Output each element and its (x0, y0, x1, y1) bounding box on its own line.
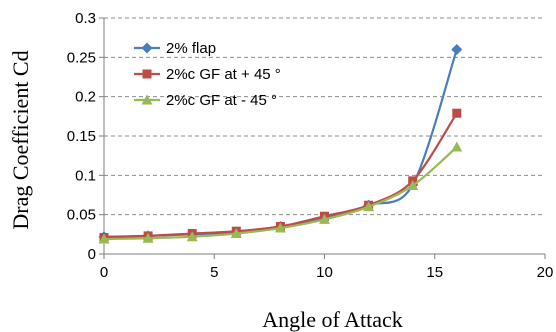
legend-marker (141, 94, 153, 105)
legend-label: 2%c GF at - 45 ° (166, 92, 277, 109)
gridlines (104, 17, 545, 216)
x-tick-label: 15 (426, 264, 443, 281)
x-tick-label: 20 (537, 264, 554, 281)
y-tick-label: 0 (88, 246, 96, 263)
legend-label: 2% flap (166, 40, 216, 57)
legend-marker (142, 69, 152, 79)
legend-item-1: 2% flap (134, 40, 216, 57)
data-point (451, 43, 463, 55)
y-tick-label: 0.25 (67, 49, 96, 66)
data-point (407, 180, 419, 191)
y-tick-label: 0.1 (75, 167, 96, 184)
x-axis-title: Angle of Attack (262, 307, 403, 332)
y-tick-label: 0.3 (75, 10, 96, 27)
series-layer (98, 43, 463, 244)
y-tick-label: 0.05 (67, 207, 96, 224)
y-axis-title: Drag Coefficient Cd (8, 50, 33, 229)
data-point (98, 233, 110, 244)
data-point (363, 201, 375, 212)
series-3 (98, 141, 463, 244)
x-tick-label: 10 (316, 264, 333, 281)
legend-marker (141, 42, 153, 54)
data-point (451, 141, 463, 152)
y-tick-label: 0.2 (75, 89, 96, 106)
data-point (186, 231, 198, 242)
x-tick-label: 0 (100, 264, 108, 281)
data-point (142, 232, 154, 243)
legend-item-2: 2%c GF at + 45 ° (134, 66, 281, 83)
legend-item-3: 2%c GF at - 45 ° (134, 92, 277, 109)
y-tick-label: 0.15 (67, 128, 96, 145)
data-point (274, 222, 286, 233)
legend-label: 2%c GF at + 45 ° (166, 66, 281, 83)
axes: 0 0.05 0.1 0.15 0.2 0.25 0.3 0 5 10 15 20 (67, 10, 554, 281)
data-point (230, 228, 242, 239)
legend: 2% flap 2%c GF at + 45 ° 2%c GF at - 45 ° (134, 40, 281, 109)
data-point (319, 213, 330, 224)
data-point (452, 108, 462, 118)
x-tick-label: 5 (210, 264, 218, 281)
